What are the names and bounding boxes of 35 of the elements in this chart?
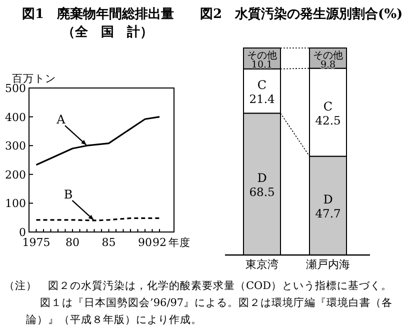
data-label: 42.5	[315, 113, 341, 128]
series-label: C	[257, 78, 267, 92]
text: C	[323, 99, 333, 114]
y-tick-label: 100	[5, 197, 26, 210]
text: 論）』（平成８年版）により作成。	[26, 313, 202, 326]
x-tick-label: 90	[138, 236, 152, 249]
series-label: D	[257, 171, 267, 186]
y-tick-label: 300	[5, 140, 26, 153]
y-tick-label: 0	[19, 226, 26, 239]
text: D	[323, 192, 333, 207]
series-label: その他	[247, 50, 277, 62]
x-tick-label: 東京湾	[246, 258, 278, 271]
x-tick-label: 1975	[22, 236, 50, 249]
series-label: A	[56, 112, 66, 127]
chart-title: 図2 水質汚染の発生源別割合(%)	[200, 6, 403, 22]
text: （注） 図２の水質汚染は，化学的酸素要求量（COD）という指標に基づく。	[4, 279, 392, 292]
y-tick-label: 200	[5, 168, 26, 182]
x-axis-title: 年度	[168, 236, 190, 249]
x-tick-label: 92	[152, 236, 166, 249]
text: その他	[313, 50, 343, 62]
data-label: 21.4	[249, 92, 275, 106]
x-tick-label: 85	[102, 236, 116, 249]
chart-subtitle: （全 国 計）	[62, 24, 153, 40]
y-tick-label: 400	[5, 110, 26, 124]
caption: 図１は『日本国勢図会’96/97』による。図２は環境庁編『環境白書（各	[40, 296, 393, 309]
data-label: 9.8	[320, 60, 336, 70]
y-axis-title: 百万トン	[12, 73, 56, 85]
chart-title: 図1 廃棄物年間総排出量	[22, 6, 174, 22]
x-tick-label: 80	[66, 236, 80, 249]
y-tick-label: 500	[5, 82, 26, 95]
data-label: 68.5	[249, 185, 275, 200]
data-label: 10.1	[251, 60, 273, 70]
data-label: 47.7	[315, 206, 341, 221]
x-tick-label: 瀬戸内海	[306, 258, 350, 271]
series-label: B	[64, 187, 73, 202]
